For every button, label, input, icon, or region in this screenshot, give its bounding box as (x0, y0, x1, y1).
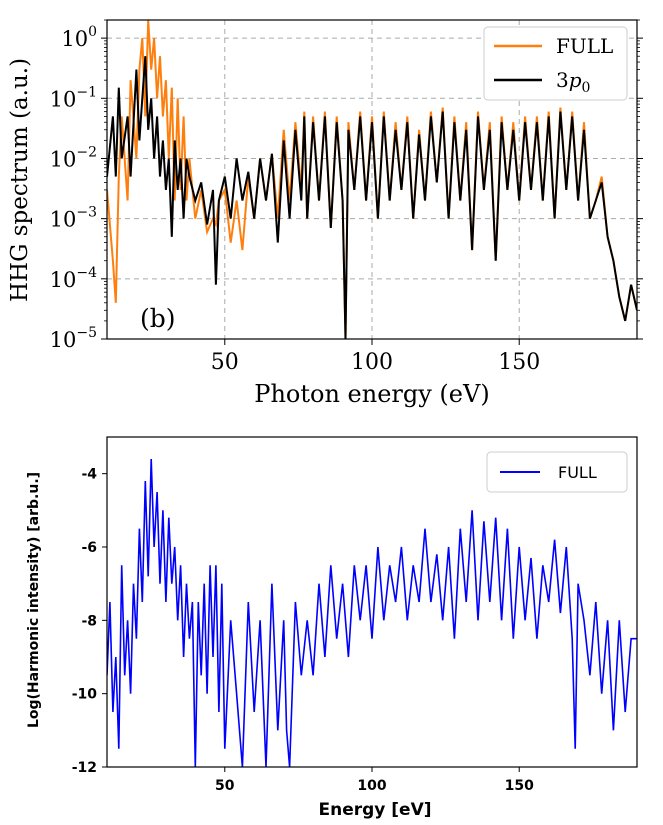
y-tick-label: -12 (72, 760, 97, 776)
legend-label: FULL (558, 463, 597, 482)
y-tick-label: -6 (81, 540, 97, 556)
x-tick-label: 100 (357, 778, 386, 794)
x-tick-label: 50 (211, 350, 239, 375)
x-tick-label: 100 (351, 350, 393, 375)
plot-frame (106, 436, 638, 768)
series-lines (107, 458, 637, 767)
legend: FULL (486, 451, 628, 493)
y-axis-label: Log(Harmonic intensity) [arb.u.] (26, 472, 42, 728)
panel-label: (b) (140, 304, 176, 333)
series-line-3p0 (107, 56, 637, 339)
y-tick-label: 10−1 (50, 84, 97, 111)
y-tick-label: 10−3 (50, 205, 97, 232)
y-tick-label: 10−2 (50, 144, 97, 171)
legend: FULL 3p0 (483, 26, 628, 101)
x-axis-label: Energy [eV] (318, 800, 431, 820)
y-tick-label: -10 (72, 687, 98, 703)
y-tick-label: -8 (81, 613, 97, 629)
legend-box (486, 451, 628, 493)
plot-frame (106, 19, 638, 340)
axes (102, 436, 638, 772)
y-tick-label: 10−4 (50, 265, 97, 292)
x-tick-label: 150 (505, 778, 534, 794)
x-tick-label: 50 (215, 778, 235, 794)
y-tick-label: -4 (81, 467, 97, 483)
y-axis-label: HHG spectrum (a.u.) (7, 58, 33, 302)
y-tick-label: 100 (61, 24, 97, 51)
axes (101, 19, 643, 345)
series-line-full (107, 458, 637, 767)
tick-labels: 50 100 150 10−5 10−4 10−3 10−2 10−1 100 (50, 24, 541, 375)
y-tick-label: 10−5 (50, 325, 97, 352)
harmonic-intensity-chart: 50 100 150 -12 -10 -8 -6 -4 Energy [eV] Log(Har… (26, 436, 638, 820)
hhg-spectrum-chart: 50 100 150 10−5 10−4 10−3 10−2 10−1 100 (b) Phot… (7, 19, 643, 408)
series-lines (107, 20, 637, 339)
x-axis-label: Photon energy (eV) (254, 380, 489, 408)
legend-label: FULL (556, 34, 613, 58)
legend-label: 3p0 (556, 68, 590, 96)
x-tick-label: 150 (498, 350, 540, 375)
tick-labels: 50 100 150 -12 -10 -8 -6 -4 (72, 467, 534, 794)
